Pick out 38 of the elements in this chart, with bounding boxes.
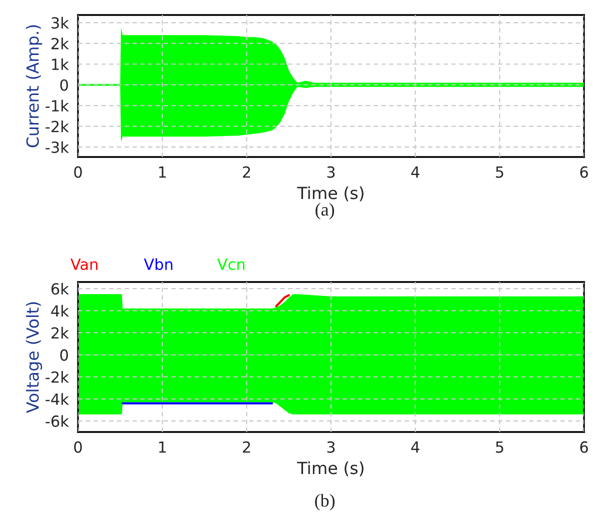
- x-tick-label: 6: [580, 166, 588, 178]
- y-tick-label: 2k: [52, 326, 69, 339]
- y-axis-title: Current (Amp.): [26, 25, 42, 148]
- x-tick-label: 1: [159, 442, 166, 453]
- text: (a): [316, 203, 334, 220]
- y-tick-label: 4k: [51, 304, 69, 316]
- y-tick-label: -2k: [46, 120, 69, 132]
- x-tick-label: 1: [159, 166, 166, 178]
- y-tick-label: -1k: [46, 100, 69, 112]
- x-axis-title: Time (s): [297, 186, 364, 202]
- x-tick-label: 5: [496, 166, 504, 178]
- x-tick-label: 4: [411, 442, 420, 453]
- x-tick-label: 5: [496, 442, 504, 453]
- text: Van: [70, 258, 98, 270]
- x-tick-label: 3: [327, 166, 335, 178]
- x-tick-label: 0: [74, 166, 82, 178]
- y-tick-label: -3k: [46, 141, 69, 154]
- x-tick-label: 6: [580, 441, 588, 453]
- y-tick-label: 0: [60, 349, 68, 361]
- x-tick-label: 2: [242, 166, 250, 178]
- y-axis-title: Voltage (Volt): [26, 302, 42, 414]
- y-tick-label: -4k: [46, 393, 69, 405]
- y-tick-label: 1k: [52, 58, 69, 70]
- text: Vbn: [144, 258, 172, 270]
- line-series: [275, 294, 290, 308]
- text: (b): [315, 494, 335, 510]
- y-tick-label: 6k: [51, 282, 69, 295]
- x-tick-label: 4: [411, 166, 420, 178]
- y-tick-label: -6k: [46, 415, 69, 427]
- text: Vcn: [217, 258, 244, 270]
- y-tick-label: 0: [60, 79, 68, 91]
- x-axis-title: Time (s): [297, 461, 364, 476]
- x-tick-label: 3: [327, 441, 335, 453]
- y-tick-label: -2k: [46, 371, 69, 383]
- y-tick-label: 2k: [52, 38, 69, 50]
- x-tick-label: 0: [74, 441, 82, 453]
- y-tick-label: 3k: [52, 16, 69, 29]
- x-tick-label: 2: [242, 441, 250, 453]
